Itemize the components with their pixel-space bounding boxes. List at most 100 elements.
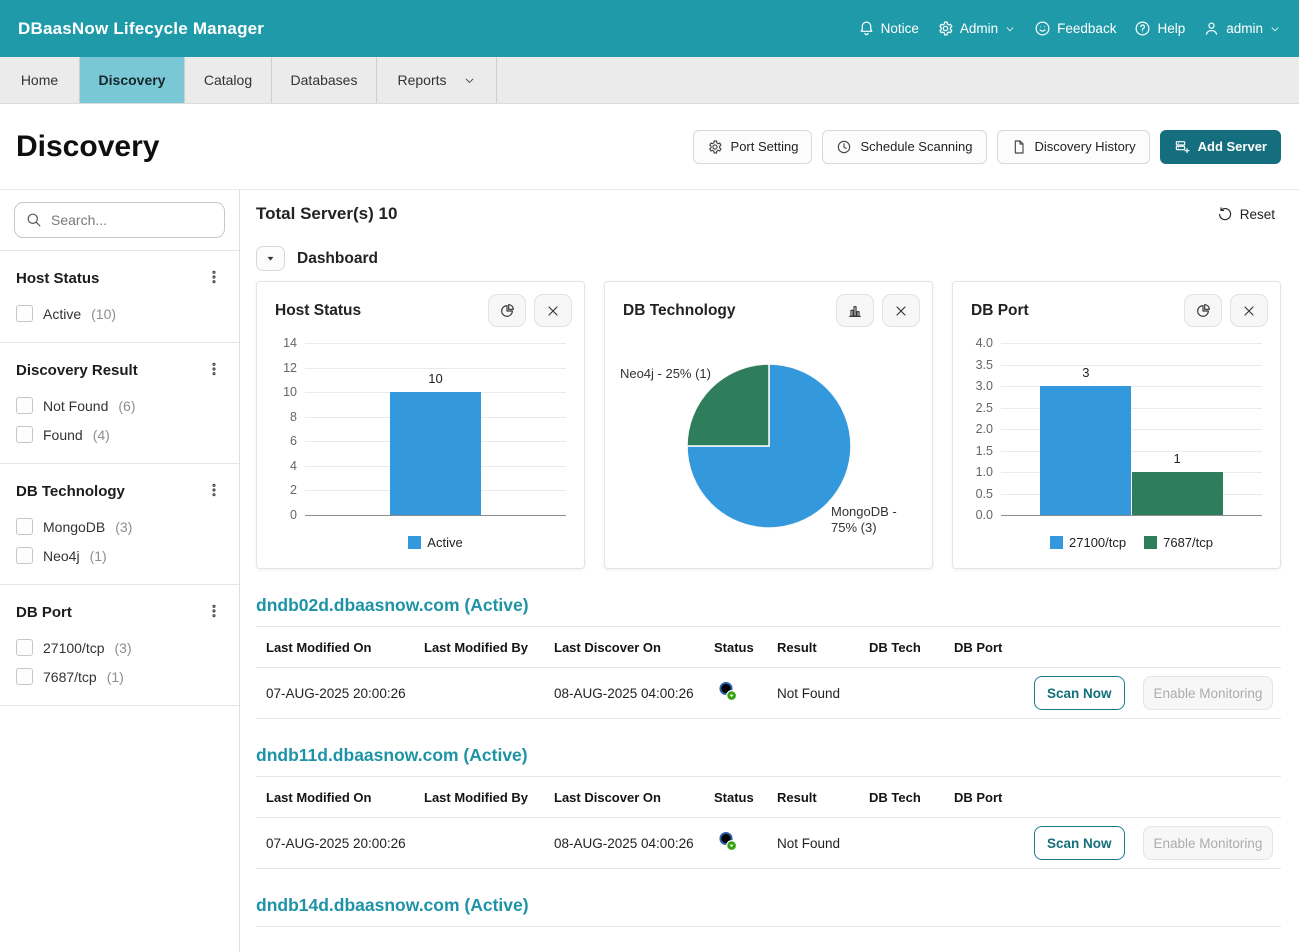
close-icon (1241, 303, 1257, 319)
top-nav: Notice Admin Feedback Help admin (858, 20, 1281, 37)
server-title[interactable]: dndb11d.dbaasnow.com (Active) (256, 745, 1281, 766)
filter-option-mongodb[interactable]: MongoDB(3) (16, 512, 223, 541)
more-options-button[interactable] (205, 267, 223, 289)
schedule-scanning-button[interactable]: Schedule Scanning (822, 130, 986, 164)
filter-option-neo4j[interactable]: Neo4j(1) (16, 541, 223, 570)
port-setting-label: Port Setting (731, 139, 799, 154)
filter-group-db-port: DB Port 27100/tcp(3)7687/tcp(1) (0, 585, 239, 706)
cell-last-modified-on: 07-AUG-2025 20:00:26 (266, 836, 424, 851)
cell-status (714, 830, 777, 857)
port-setting-button[interactable]: Port Setting (693, 130, 813, 164)
y-axis-tick-label: 14 (259, 335, 297, 351)
checkbox[interactable] (16, 547, 33, 564)
enable-monitoring-button[interactable]: Enable Monitoring (1143, 826, 1274, 860)
toggle-bar-chart-button[interactable] (836, 294, 874, 327)
filter-option-label: Neo4j (43, 548, 80, 564)
page-header: Discovery Port Setting Schedule Scanning D… (0, 104, 1299, 189)
tab-databases-label: Databases (291, 72, 358, 88)
close-icon (893, 303, 909, 319)
nav-help[interactable]: Help (1134, 20, 1185, 37)
y-axis-tick-label: 0.5 (955, 486, 993, 502)
bar-27100-tcp (1040, 386, 1131, 515)
kebab-icon (206, 360, 222, 378)
bar-chart: 0246810121410Active (305, 343, 566, 557)
page-actions: Port Setting Schedule Scanning Discovery H… (693, 130, 1281, 164)
column-header-db-port: DB Port (954, 790, 1034, 805)
discovery-history-button[interactable]: Discovery History (997, 130, 1150, 164)
server-title[interactable]: dndb02d.dbaasnow.com (Active) (256, 595, 1281, 616)
bar-7687-tcp (1132, 472, 1223, 515)
dashboard-collapse-button[interactable] (256, 246, 285, 271)
tab-home[interactable]: Home (0, 57, 80, 103)
close-card-button[interactable] (534, 294, 572, 327)
server-list: dndb02d.dbaasnow.com (Active) Last Modifi… (256, 595, 1281, 927)
filter-option-27100-tcp[interactable]: 27100/tcp(3) (16, 633, 223, 662)
nav-user-menu-label: admin (1226, 21, 1263, 36)
checkbox[interactable] (16, 518, 33, 535)
checkbox[interactable] (16, 305, 33, 322)
card-title: DB Technology (623, 302, 736, 320)
close-card-button[interactable] (882, 294, 920, 327)
filter-option-found[interactable]: Found(4) (16, 420, 223, 449)
y-axis-tick-label: 4.0 (955, 335, 993, 351)
tab-reports[interactable]: Reports (377, 57, 497, 103)
scan-now-button[interactable]: Scan Now (1034, 676, 1125, 710)
filter-option-not-found[interactable]: Not Found(6) (16, 391, 223, 420)
legend-label: Active (427, 535, 462, 550)
tab-catalog[interactable]: Catalog (185, 57, 272, 103)
y-axis-tick-label: 2.5 (955, 400, 993, 416)
scan-now-button[interactable]: Scan Now (1034, 826, 1125, 860)
nav-user-menu[interactable]: admin (1203, 20, 1281, 37)
column-header-last-modified-on: Last Modified On (266, 790, 424, 805)
filter-option-count: (4) (93, 427, 110, 443)
nav-admin-menu[interactable]: Admin (937, 20, 1016, 37)
more-options-button[interactable] (205, 601, 223, 623)
checkbox[interactable] (16, 668, 33, 685)
toggle-pie-chart-button[interactable] (1184, 294, 1222, 327)
reset-button[interactable]: Reset (1211, 205, 1281, 223)
smiley-icon (1034, 20, 1051, 37)
column-header-result: Result (777, 790, 869, 805)
table-row: 07-AUG-2025 20:00:2608-AUG-2025 04:00:26… (256, 668, 1281, 718)
page-title: Discovery (16, 130, 159, 164)
filter-option-label: Not Found (43, 398, 108, 414)
checkbox[interactable] (16, 426, 33, 443)
more-options-button[interactable] (205, 359, 223, 381)
tab-discovery-label: Discovery (99, 72, 166, 88)
bar-value-label: 1 (1132, 450, 1223, 468)
cell-result: Not Found (777, 836, 869, 851)
column-header-status: Status (714, 790, 777, 805)
server-section-dndb02d-dbaasnow-com: dndb02d.dbaasnow.com (Active)Last Modifi… (256, 595, 1281, 719)
tab-databases[interactable]: Databases (272, 57, 377, 103)
filter-group-title: DB Technology (16, 483, 125, 500)
toggle-pie-chart-button[interactable] (488, 294, 526, 327)
tab-discovery[interactable]: Discovery (80, 57, 185, 103)
pie-icon (1195, 303, 1211, 319)
nav-feedback[interactable]: Feedback (1034, 20, 1116, 37)
nav-feedback-label: Feedback (1057, 21, 1116, 36)
server-title[interactable]: dndb14d.dbaasnow.com (Active) (256, 895, 1281, 916)
gear-icon (707, 139, 723, 155)
checkbox[interactable] (16, 639, 33, 656)
bell-icon (858, 20, 875, 37)
filter-group-title: DB Port (16, 604, 72, 621)
kebab-icon (206, 481, 222, 499)
more-options-button[interactable] (205, 480, 223, 502)
close-card-button[interactable] (1230, 294, 1268, 327)
bar-active (390, 392, 481, 515)
search-input[interactable] (14, 202, 225, 238)
chart-plot: 0.00.51.01.52.02.53.03.54.031 (1001, 343, 1262, 515)
filter-option-count: (3) (115, 640, 132, 656)
checkbox[interactable] (16, 397, 33, 414)
enable-monitoring-button[interactable]: Enable Monitoring (1143, 676, 1274, 710)
nav-help-label: Help (1157, 21, 1185, 36)
add-server-button[interactable]: Add Server (1160, 130, 1281, 164)
legend-item: 7687/tcp (1144, 535, 1213, 550)
nav-notice[interactable]: Notice (858, 20, 919, 37)
filter-option-7687-tcp[interactable]: 7687/tcp(1) (16, 662, 223, 691)
legend-label: 27100/tcp (1069, 535, 1126, 550)
scan-status-icon (716, 830, 740, 854)
scan-status-icon (716, 680, 740, 704)
filter-option-active[interactable]: Active(10) (16, 299, 223, 328)
pie-chart: MongoDB - 75% (3)Neo4j - 25% (1) (605, 341, 932, 555)
